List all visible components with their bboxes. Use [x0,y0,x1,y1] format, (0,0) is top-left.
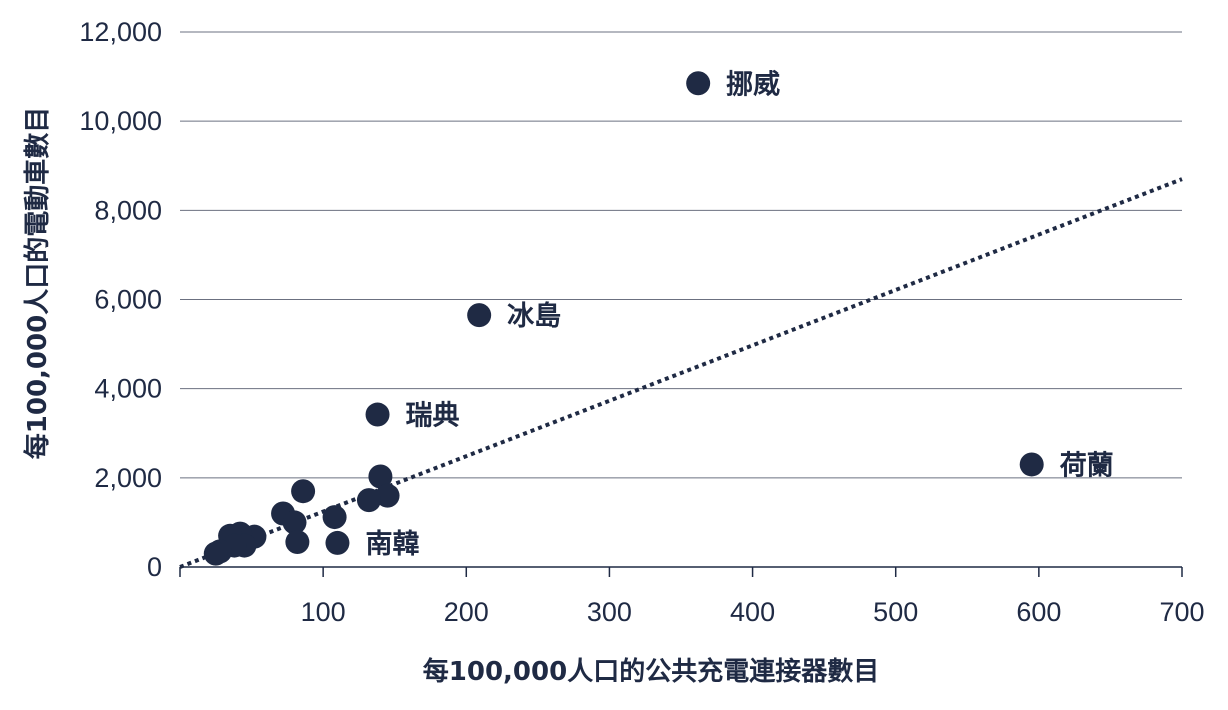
data-point [325,530,350,555]
y-tick-label: 0 [147,552,162,582]
y-tick-label: 6,000 [94,285,162,315]
data-point [368,464,393,489]
y-tick-label: 10,000 [79,106,162,136]
x-axis-title: 每100,000人口的公共充電連接器數目 [423,656,879,687]
data-point [1019,452,1044,477]
trend-layer [179,177,1183,569]
point-label: 瑞典 [406,401,460,432]
x-tick-label: 700 [1159,597,1204,627]
point-label: 南韓 [365,529,419,560]
point-label: 挪威 [726,69,780,100]
x-tick-label: 500 [873,597,918,627]
data-point [686,71,711,96]
y-tick-label: 4,000 [94,374,162,404]
data-point [291,479,316,504]
data-point [285,530,310,555]
point-label: 冰島 [507,301,561,332]
x-tick-label: 300 [587,597,632,627]
y-tick-label: 2,000 [94,463,162,493]
grid-layer [180,31,1182,479]
y-axis-title: 每100,000人口的電動車數目 [22,107,53,459]
x-tick-label: 400 [730,597,775,627]
x-tick-label: 200 [444,597,489,627]
y-tick-label: 8,000 [94,195,162,225]
data-point [375,483,400,508]
data-point [282,510,307,535]
x-tick-label: 100 [301,597,346,627]
point-label: 荷蘭 [1060,450,1114,481]
point-layer [203,71,1044,566]
data-point [203,541,228,566]
data-point [365,402,390,427]
trend-line [179,177,1183,569]
y-tick-label: 12,000 [79,17,162,47]
data-point [356,488,381,513]
data-point [322,505,347,530]
data-point [467,303,492,328]
axis-layer: 0 2,000 4,000 6,000 8,000 10,000 12,000 100 200 3… [79,17,1204,627]
x-tick-label: 600 [1016,597,1061,627]
